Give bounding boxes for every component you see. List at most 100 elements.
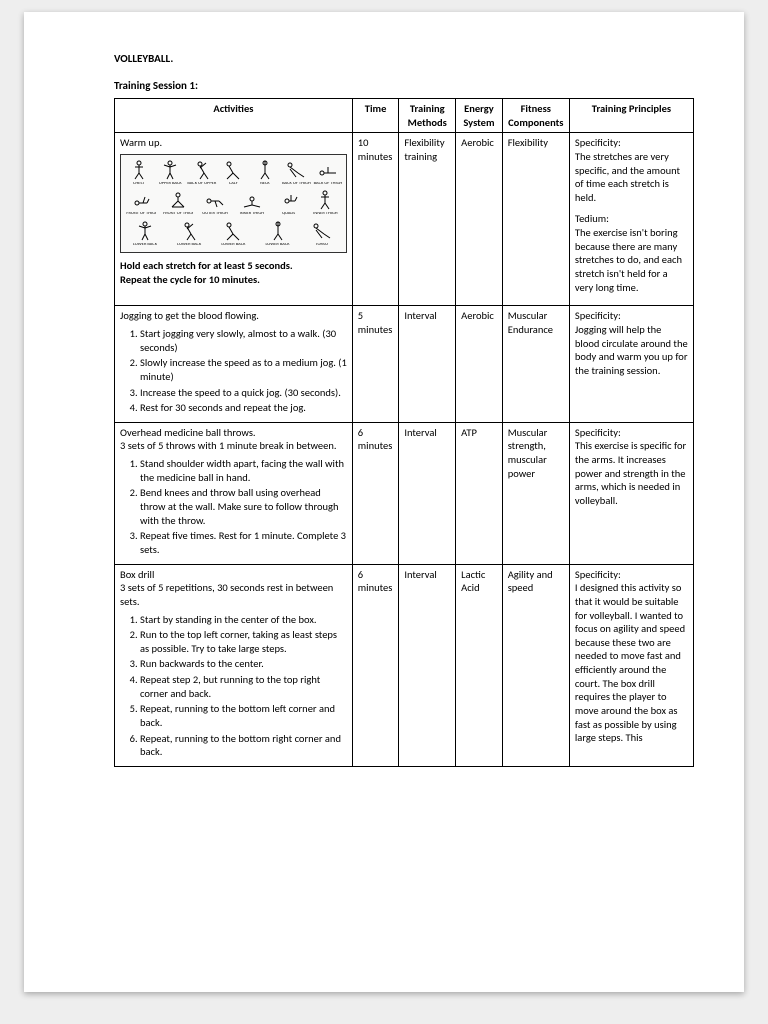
activity-steps: Start jogging very slowly, almost to a w… [140,327,347,415]
col-fitness: Fitness Components [502,99,569,133]
stretch-label: TORSO [307,243,337,248]
cell-fitness: Muscular strength, muscular power [502,422,569,564]
stick-figure-icon [266,220,290,242]
stretch-figure: LOWER BACK [263,220,293,248]
cell-activities: Overhead medicine ball throws.3 sets of … [115,422,353,564]
stretch-figure: LOWER BACK [218,220,248,248]
stretch-label: BACK OF THIGH [281,182,311,187]
cell-method: Interval [399,306,456,422]
stick-figure-icon [310,220,334,242]
stretch-figure: LOWER BACK [174,220,204,248]
stick-figure-icon [127,159,151,181]
stretch-figure: TORSO [307,220,337,248]
session-title: Training Session 1: [114,79,694,92]
activity-footer: Repeat the cycle for 10 minutes. [120,273,347,287]
cell-energy: Aerobic [456,133,503,306]
stretch-label: OUTER THIGH [200,212,230,217]
stick-figure-icon [166,189,190,211]
principle-text: The exercise isn't boring because there … [575,226,688,294]
stretch-figure: OUTER THIGH [200,189,230,217]
stretch-label: CHEST [124,182,154,187]
stretch-label: BACK OF THIGH [313,182,343,187]
principle-block: Specificity:The stretches are very speci… [575,136,688,204]
stick-figure-icon [129,189,153,211]
stretch-label: QUADS [274,212,304,217]
cell-time: 10 minutes [352,133,399,306]
stretch-label: NECK [250,182,280,187]
stretch-figure: CHEST [124,159,154,187]
cell-principles: Specificity:This exercise is specific fo… [569,422,693,564]
cell-fitness: Flexibility [502,133,569,306]
col-methods: Training Methods [399,99,456,133]
activity-steps: Stand shoulder width apart, facing the w… [140,457,347,556]
principle-text: I designed this activity so that it woul… [575,581,688,745]
step-item: Rest for 30 seconds and repeat the jog. [140,401,347,415]
cell-energy: ATP [456,422,503,564]
stretch-label: CALF [218,182,248,187]
document-page: VOLLEYBALL. Training Session 1: Activiti… [24,12,744,992]
stretch-figure: FRONT OF THIGH [126,189,156,217]
principle-heading: Tedium: [575,212,688,226]
cell-time: 5 minutes [352,306,399,422]
stick-figure-icon [190,159,214,181]
activity-title: Overhead medicine ball throws. [120,426,347,440]
principle-text: This exercise is specific for the arms. … [575,439,688,507]
principle-heading: Specificity: [575,309,688,323]
step-item: Repeat five times. Rest for 1 minute. Co… [140,529,347,556]
principle-heading: Specificity: [575,568,688,582]
stick-figure-icon [284,159,308,181]
step-item: Repeat, running to the bottom right corn… [140,732,347,759]
stretch-figure: LOWER BACK [130,220,160,248]
cell-principles: Specificity:I designed this activity so … [569,564,693,766]
step-item: Bend knees and throw ball using overhead… [140,486,347,527]
step-item: Run to the top left corner, taking as le… [140,628,347,655]
stretch-label: INNER THIGH [237,212,267,217]
stretch-figure: UPPER BACK [155,159,185,187]
step-item: Stand shoulder width apart, facing the w… [140,457,347,484]
stick-figure-icon [221,159,245,181]
stretch-figure: BACK OF UPPER [187,159,217,187]
step-item: Repeat step 2, but running to the top ri… [140,673,347,700]
step-item: Start jogging very slowly, almost to a w… [140,327,347,354]
stretch-label: LOWER BACK [218,243,248,248]
col-activities: Activities [115,99,353,133]
principle-heading: Specificity: [575,136,688,150]
stretch-label: FRONT OF THIGH [163,212,193,217]
stick-figure-icon [221,220,245,242]
cell-activities: Box drill3 sets of 5 repetitions, 30 sec… [115,564,353,766]
activity-steps: Start by standing in the center of the b… [140,613,347,759]
stretch-figure: BACK OF THIGH [313,159,343,187]
cell-activities: Warm up. CHESTUPPER BACKBACK OF UPPERCALF… [115,133,353,306]
col-time: Time [352,99,399,133]
activity-subtitle: 3 sets of 5 throws with 1 minute break i… [120,439,347,453]
stretch-diagram: CHESTUPPER BACKBACK OF UPPERCALFNECKBACK… [120,154,347,254]
stretch-figure: FRONT OF THIGH [163,189,193,217]
principle-block: Specificity:Jogging will help the blood … [575,309,688,377]
cell-time: 6 minutes [352,564,399,766]
principle-block: Specificity:This exercise is specific fo… [575,426,688,508]
stick-figure-icon [203,189,227,211]
cell-time: 6 minutes [352,422,399,564]
training-table: Activities Time Training Methods Energy … [114,98,694,767]
table-row: Jogging to get the blood flowing.Start j… [115,306,694,422]
stick-figure-icon [313,189,337,211]
stretch-label: BACK OF UPPER [187,182,217,187]
cell-method: Interval [399,564,456,766]
activity-footer: Hold each stretch for at least 5 seconds… [120,259,347,273]
stretch-label: FRONT OF THIGH [126,212,156,217]
activity-title: Warm up. [120,136,347,150]
stretch-label: UPPER BACK [155,182,185,187]
stick-figure-icon [177,220,201,242]
stretch-label: INNER THIGH [310,212,340,217]
cell-fitness: Agility and speed [502,564,569,766]
step-item: Slowly increase the speed as to a medium… [140,356,347,383]
cell-energy: Aerobic [456,306,503,422]
doc-title: VOLLEYBALL. [114,52,694,65]
col-principles: Training Principles [569,99,693,133]
col-energy: Energy System [456,99,503,133]
table-header-row: Activities Time Training Methods Energy … [115,99,694,133]
step-item: Start by standing in the center of the b… [140,613,347,627]
stick-figure-icon [253,159,277,181]
stretch-figure: CALF [218,159,248,187]
cell-principles: Specificity:The stretches are very speci… [569,133,693,306]
